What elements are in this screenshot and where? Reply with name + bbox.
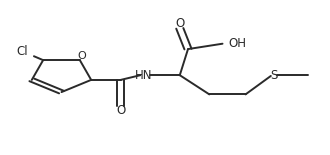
Text: O: O [77,51,86,61]
Text: O: O [175,17,184,30]
Text: O: O [116,104,125,117]
Text: S: S [270,69,277,82]
Text: Cl: Cl [16,45,28,58]
Text: OH: OH [228,37,247,50]
Text: HN: HN [135,69,152,82]
